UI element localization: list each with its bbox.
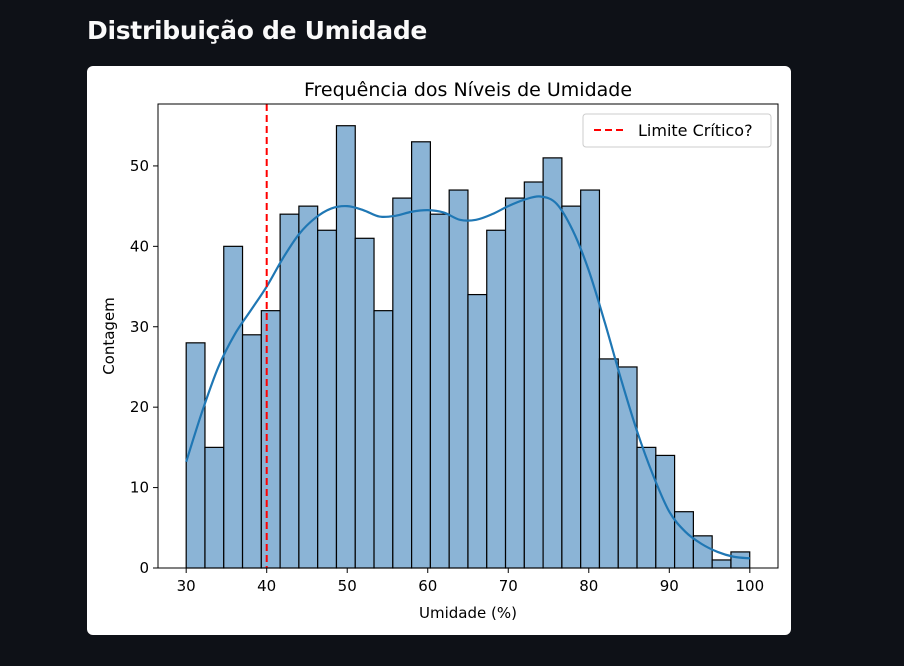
histogram-bar [542,157,563,569]
x-tick-label: 50 [338,577,357,595]
histogram-bar [711,559,732,569]
histogram-bar [523,181,544,569]
histogram-bar [730,551,751,569]
page-title: Distribuição de Umidade [87,16,428,45]
histogram-bar [598,358,619,569]
x-tick-label: 100 [735,577,764,595]
histogram-bar [279,213,300,569]
y-tick-label: 30 [130,318,149,336]
histogram-bar [204,446,225,569]
histogram-chart: Frequência dos Níveis de Umidade 30 40 50 6… [100,79,779,622]
histogram-bar [354,237,375,569]
y-tick-label: 0 [139,559,149,577]
x-tick-label: 80 [579,577,598,595]
histogram-bar [223,245,244,569]
x-axis: 30 40 50 60 70 80 90 100 [177,568,764,595]
histogram-bar [636,446,657,569]
x-tick-label: 60 [418,577,437,595]
histogram-bar [335,125,356,569]
x-tick-label: 70 [499,577,518,595]
x-axis-label: Umidade (%) [419,604,517,622]
histogram-bar [241,334,262,569]
histogram-bar [373,310,394,569]
histogram-bar [448,189,469,569]
chart-title: Frequência dos Níveis de Umidade [304,79,632,101]
y-tick-label: 20 [130,398,149,416]
x-tick-label: 40 [257,577,276,595]
y-tick-label: 50 [130,157,149,175]
legend-label: Limite Crítico? [638,121,753,140]
y-axis: 0 10 20 30 40 50 [130,157,158,577]
histogram-bar [429,213,450,569]
histogram-bar [617,366,638,569]
histogram-bars [185,125,751,569]
x-tick-label: 30 [177,577,196,595]
histogram-bar [673,511,694,569]
histogram-bar [411,141,431,569]
y-tick-label: 40 [130,237,149,255]
histogram-bar [298,205,319,569]
histogram-bar [317,229,338,569]
histogram-bar [260,310,281,569]
y-tick-label: 10 [130,479,149,497]
kde-curve [185,195,750,560]
histogram-bar [392,197,413,569]
histogram-bar [580,189,601,569]
legend: Limite Crítico? [582,113,772,148]
histogram-bar [504,197,525,569]
histogram-bar [486,229,507,569]
histogram-bar [561,205,582,569]
plot-frame [157,103,779,569]
y-axis-label: Contagem [100,297,118,375]
chart-card: Frequência dos Níveis de Umidade 30 40 50 6… [87,66,791,635]
legend-box [582,113,772,148]
histogram-bar [467,293,488,569]
x-tick-label: 90 [660,577,679,595]
histogram-bar [655,454,676,569]
